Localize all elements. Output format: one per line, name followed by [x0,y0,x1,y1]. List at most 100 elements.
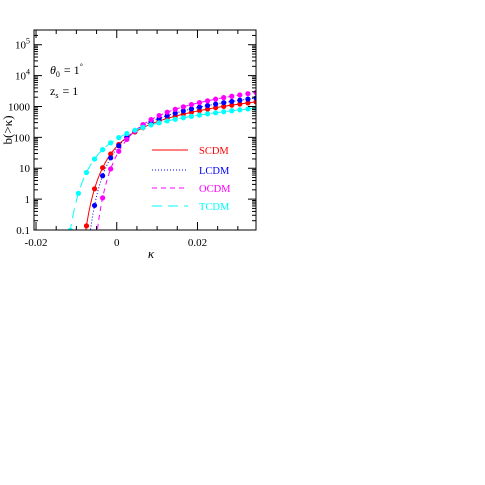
data-point-tcdm [132,127,138,133]
data-point-scdm [108,151,114,157]
data-point-tcdm [108,140,114,146]
legend: SCDM LCDM OCDM TCDM [152,146,231,213]
data-point-lcdm [204,102,211,109]
data-point-ocdm [196,100,203,106]
data-point-tcdm [116,135,122,141]
data-point-lcdm [229,98,235,105]
data-point-tcdm [67,227,73,230]
data-point-lcdm [196,104,203,110]
x-tick-label: 0 [114,237,120,249]
annotation-theta: θ0 = 1° [50,62,83,79]
data-point-ocdm [164,109,170,115]
y-tick-label: 0.1 [16,225,30,237]
data-point-lcdm [180,108,186,114]
legend-label-scdm: SCDM [199,146,229,157]
data-point-ocdm [116,148,122,154]
data-point-ocdm [180,104,186,110]
data-point-lcdm [245,96,251,102]
data-point-tcdm [140,124,146,130]
data-point-tcdm [180,115,186,121]
data-point-scdm [245,100,251,106]
svg-text:zs= 1: zs = 1 [50,84,78,100]
data-point-ocdm [204,98,211,104]
data-point-tcdm [229,108,235,114]
x-axis-tick-labels: -0.02 0 0.02 [25,237,208,249]
data-point-ocdm [188,101,195,108]
y-tick-label: 104 [15,68,30,83]
data-point-lcdm [172,110,178,116]
legend-label-ocdm: OCDM [199,184,231,195]
data-point-tcdm [204,111,211,117]
data-point-scdm [221,103,227,109]
svg-text:θ0= 1°: θ0 = 1° [50,62,83,79]
data-point-ocdm [229,93,235,99]
data-point-tcdm [148,122,154,128]
data-point-ocdm [100,195,106,201]
y-axis-tick-labels: 0.1 1 10 100 1000 104 105 [8,37,31,237]
data-point-scdm [91,186,98,192]
data-point-lcdm [100,173,106,179]
data-point-scdm [213,105,219,111]
data-point-ocdm [148,117,154,123]
legend-label-tcdm: TCDM [199,202,230,213]
data-point-lcdm [213,101,219,107]
data-point-tcdm [188,113,195,119]
data-point-tcdm [245,106,251,112]
x-axis-label: κ [148,246,155,261]
data-point-tcdm [83,169,90,176]
data-point-tcdm [164,118,170,124]
legend-label-lcdm: LCDM [199,166,230,177]
data-point-scdm [76,330,81,335]
data-point-lcdm [91,202,98,209]
data-point-ocdm [172,106,178,112]
data-point-ocdm [124,136,130,143]
data-point-tcdm [196,112,203,118]
data-point-tcdm [237,107,243,113]
axis-ticks [34,29,256,231]
data-point-tcdm [221,109,227,115]
data-point-tcdm [60,335,65,340]
y-tick-label: 100 [14,132,31,144]
series-curve-ocdm [96,92,256,230]
data-point-ocdm [237,92,243,98]
y-tick-label: 10 [19,163,31,175]
legend-item-tcdm: TCDM [152,202,230,213]
y-tick-label: 1000 [8,102,31,114]
data-point-tcdm [91,156,98,162]
data-point-lcdm [221,100,227,106]
legend-item-scdm: SCDM [152,146,229,157]
data-point-tcdm [124,130,130,137]
data-point-ocdm [156,112,162,119]
data-point-ocdm [253,89,256,96]
data-points [60,89,256,340]
data-point-tcdm [213,110,219,116]
x-tick-label: -0.02 [25,237,48,249]
data-point-ocdm [245,91,251,97]
data-point-scdm [237,101,243,107]
x-tick-label: 0.02 [188,237,207,249]
y-tick-label: 105 [15,37,30,52]
data-point-tcdm [156,120,162,126]
data-point-scdm [100,165,106,171]
series-curve-scdm [85,101,256,230]
data-point-lcdm [188,106,195,112]
plot-frame [33,29,257,231]
data-point-lcdm [116,143,122,149]
legend-item-ocdm: OCDM [152,184,231,195]
data-point-tcdm [100,147,106,153]
data-point-tcdm [172,116,178,122]
data-point-ocdm [221,95,227,101]
data-point-scdm [229,102,235,108]
data-point-lcdm [237,97,243,103]
data-point-scdm [253,99,256,105]
y-tick-label: 1 [25,194,31,206]
legend-item-lcdm: LCDM [152,166,230,177]
data-point-ocdm [213,96,219,102]
data-point-scdm [83,223,90,229]
y-axis-label: b(>κ) [0,115,15,144]
annotation-source-redshift: zs = 1 [50,84,78,100]
data-point-ocdm [92,256,97,261]
data-point-ocdm [108,166,114,172]
data-point-lcdm [84,267,89,272]
